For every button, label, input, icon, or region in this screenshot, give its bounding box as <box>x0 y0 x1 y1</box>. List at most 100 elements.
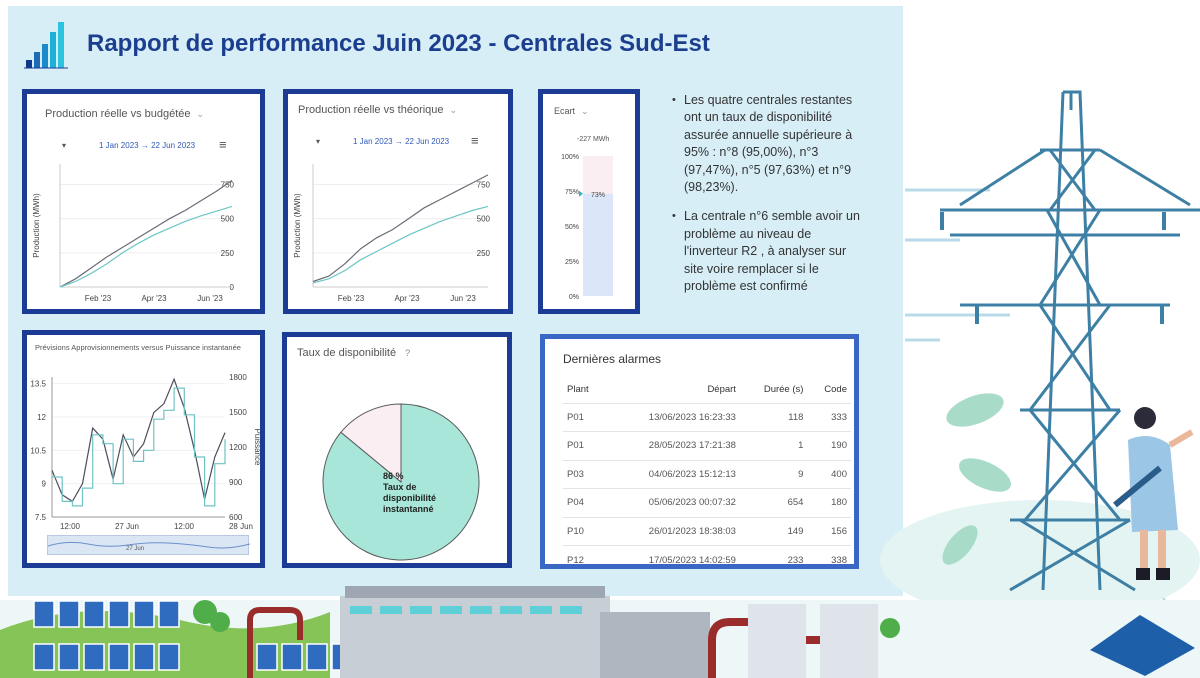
y-axis-label: Production (MWh) <box>293 193 302 258</box>
chart-forecast-power: 7.5 9 10.5 12 13.5 600 900 1200 1500 1800 12:00 27 … <box>30 373 260 531</box>
alarms-card: Dernières alarmes Plant Départ Durée (s)… <box>540 334 859 569</box>
chevron-down-icon: ⌄ <box>196 109 205 119</box>
chart-production-budget: 0 250 500 750 Feb '23 Apr '23 Jun '23 Productio… <box>32 164 235 303</box>
navigator-sparkline <box>48 541 250 549</box>
x-tick-label: Apr '23 <box>141 294 167 303</box>
forecast-vs-power-card: Prévisions Approvisionnements versus Pui… <box>22 330 265 568</box>
menu-icon[interactable]: ≡ <box>471 133 479 148</box>
help-icon[interactable]: ? <box>405 348 411 358</box>
x-tick-label: 12:00 <box>60 522 81 531</box>
note-bullet: La centrale n°6 semble avoir un problème… <box>670 208 860 295</box>
series-line <box>59 205 233 288</box>
y-tick-label-right: 1500 <box>229 408 247 417</box>
gauge-value-label: 73% <box>591 192 605 199</box>
column-header[interactable]: Plant <box>567 384 589 396</box>
y-tick-label-left: 12 <box>37 413 46 422</box>
availability-card: Taux de disponibilité ? 86 % Taux de dis… <box>282 332 512 568</box>
card-title: Dernières alarmes <box>563 352 662 366</box>
chart-production-theoretical: 250 500 750 Feb '23 Apr '23 Jun '23 Production… <box>293 164 491 303</box>
cell-duration: 149 <box>739 516 808 546</box>
y-tick-label: 100% <box>561 154 579 161</box>
chevron-down-icon: ⌄ <box>581 106 589 116</box>
x-tick-label: Feb '23 <box>338 294 365 303</box>
date-range[interactable]: 1 Jan 2023 → 22 Jun 2023 <box>99 141 196 150</box>
y-tick-label: 250 <box>477 249 491 258</box>
series-line <box>59 179 233 288</box>
y-tick-label-right: 600 <box>229 513 243 522</box>
y-tick-label-left: 7.5 <box>35 513 47 522</box>
cell-code: 180 <box>807 488 851 517</box>
gauge-fill <box>583 193 613 296</box>
y-tick-label: 500 <box>477 215 491 224</box>
range-navigator[interactable]: 27 Jun <box>47 535 250 555</box>
cell-start: 28/05/2023 17:21:38 <box>605 431 740 460</box>
y-tick-label: 50% <box>565 224 579 231</box>
alarms-table: Plant Départ Durée (s) Code P01 13/06/202… <box>563 377 851 564</box>
pie-label: 86 % Taux de disponibilité instantanné <box>383 471 436 514</box>
x-tick-label: 27 Jun <box>115 522 139 531</box>
x-tick-label: Feb '23 <box>85 294 112 303</box>
cell-code: 190 <box>807 431 851 460</box>
notes-list: Les quatre centrales restantes ont un ta… <box>670 92 860 307</box>
table-row[interactable]: P10 26/01/2023 18:38:03 149 156 <box>563 516 851 546</box>
cell-start: 05/06/2023 00:07:32 <box>605 488 740 517</box>
table-row[interactable]: P04 05/06/2023 00:07:32 654 180 <box>563 488 851 517</box>
series-line <box>51 377 226 503</box>
x-tick-label: 12:00 <box>174 522 195 531</box>
y-tick-label-left: 13.5 <box>30 380 46 389</box>
production-vs-budget-card: Production réelle vs budgétée ⌄ 1 Jan 202… <box>22 89 265 314</box>
navigator-label: 27 Jun <box>126 546 145 552</box>
y-tick-label: 250 <box>221 249 235 258</box>
series-line <box>312 174 489 283</box>
column-header[interactable]: Code <box>824 384 847 396</box>
y-tick-label: 75% <box>565 189 579 196</box>
table-row[interactable]: P01 13/06/2023 16:23:33 118 333 <box>563 402 851 432</box>
cell-duration: 9 <box>739 459 808 489</box>
card-title[interactable]: Production réelle vs théorique ⌄ <box>298 104 458 116</box>
table-header-row: Plant Départ Durée (s) Code <box>563 377 851 403</box>
y-tick-label: 0 <box>230 283 235 292</box>
card-title[interactable]: Production réelle vs budgétée ⌄ <box>45 108 205 120</box>
cell-plant: P12 <box>563 545 606 564</box>
cell-code: 333 <box>807 402 851 432</box>
cell-plant: P03 <box>563 459 606 489</box>
cell-plant: P01 <box>563 402 606 432</box>
date-range[interactable]: 1 Jan 2023 → 22 Jun 2023 <box>353 137 450 146</box>
table-row[interactable]: P12 17/05/2023 14:02:59 233 338 <box>563 545 851 564</box>
card-title: Taux de disponibilité ? <box>297 347 411 359</box>
cell-plant: P10 <box>563 516 606 546</box>
cell-code: 338 <box>807 545 851 564</box>
series-line <box>52 387 226 507</box>
ecart-value: -227 MWh <box>577 136 610 143</box>
dropdown-arrow-icon[interactable]: ▾ <box>316 137 321 146</box>
pylon-illustration <box>940 90 1200 592</box>
cell-code: 156 <box>807 516 851 546</box>
y-axis-label-right: Puissance <box>253 429 260 466</box>
menu-icon[interactable]: ≡ <box>219 137 227 152</box>
y-tick-label-right: 1800 <box>229 373 247 382</box>
chevron-down-icon: ⌄ <box>449 105 458 115</box>
y-tick-label: 750 <box>221 181 235 190</box>
y-axis-label: Production (MWh) <box>32 193 41 258</box>
x-tick-label: Apr '23 <box>394 294 420 303</box>
y-tick-label: 0% <box>569 294 579 301</box>
dropdown-arrow-icon[interactable]: ▾ <box>62 141 67 150</box>
pie-slice <box>340 403 402 484</box>
availability-pie <box>322 403 480 561</box>
table-row[interactable]: P03 04/06/2023 15:12:13 9 400 <box>563 459 851 489</box>
cell-duration: 233 <box>739 545 808 564</box>
cell-plant: P01 <box>563 431 606 460</box>
table-row[interactable]: P01 28/05/2023 17:21:38 1 190 <box>563 431 851 460</box>
y-tick-label: 25% <box>565 259 579 266</box>
cell-duration: 654 <box>739 488 808 517</box>
column-header[interactable]: Durée (s) <box>763 384 804 396</box>
cell-code: 400 <box>807 459 851 489</box>
cell-start: 13/06/2023 16:23:33 <box>605 402 740 432</box>
y-tick-label: 750 <box>477 181 491 190</box>
column-header[interactable]: Départ <box>707 384 736 396</box>
y-tick-label-left: 10.5 <box>30 446 46 455</box>
y-tick-label-right: 1200 <box>229 443 247 452</box>
card-title[interactable]: Ecart ⌄ <box>554 106 589 116</box>
cell-start: 17/05/2023 14:02:59 <box>605 545 740 564</box>
cell-duration: 118 <box>739 402 808 432</box>
